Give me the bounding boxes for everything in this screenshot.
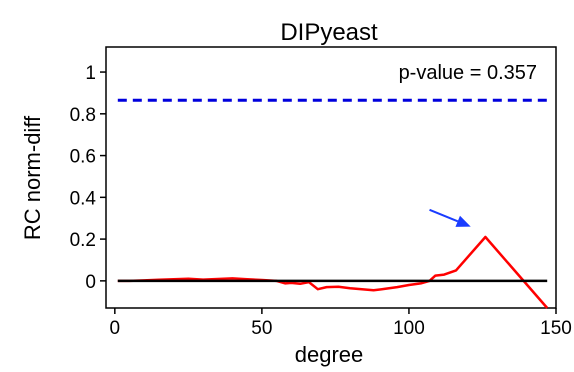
- x-tick-label: 100: [393, 318, 425, 339]
- y-tick-label: 0.6: [70, 147, 96, 168]
- y-tick-label: 0.4: [70, 188, 97, 209]
- pointer-arrow-shaft: [429, 208, 459, 223]
- rc-norm-diff-line: [117, 235, 549, 309]
- arrow-layer: [429, 208, 471, 227]
- chart-title: DIPyeast: [280, 19, 378, 46]
- y-tick-label: 0.8: [70, 105, 96, 126]
- y-tick-label: 0.2: [70, 230, 96, 251]
- x-axis-label: degree: [295, 342, 364, 367]
- x-tick-label: 50: [251, 318, 272, 339]
- y-tick-label: 1: [85, 63, 96, 84]
- series-layer: [117, 98, 549, 309]
- x-tick-label: 150: [540, 318, 572, 339]
- p-value-annotation: p-value = 0.357: [399, 62, 537, 84]
- plot-frame: [105, 46, 557, 309]
- x-tick-label: 0: [110, 318, 121, 339]
- y-tick-label: 0: [85, 272, 96, 293]
- pointer-arrow-head: [455, 215, 471, 227]
- y-axis-label: RC norm-diff: [20, 115, 45, 240]
- y-axis: 0 0.2 0.4 0.6 0.8 1: [70, 63, 106, 293]
- x-axis: 0 50 100 150: [110, 308, 572, 339]
